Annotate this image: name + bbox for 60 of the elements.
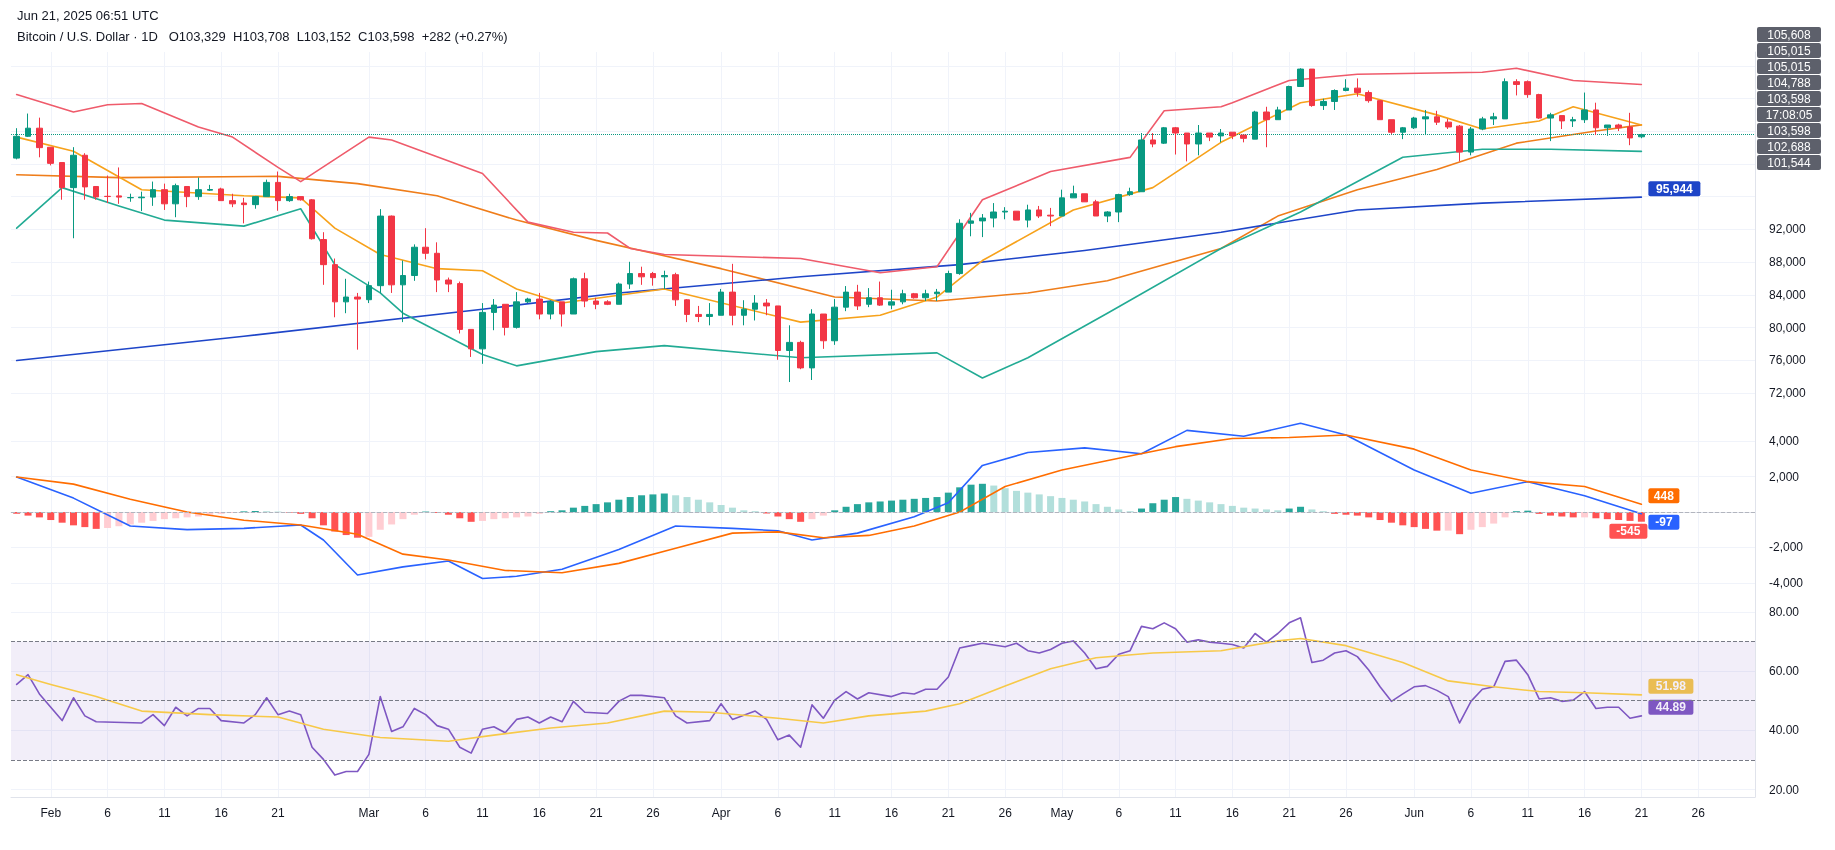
x-tick-label: 6 — [104, 806, 112, 820]
text: 105,608 — [1767, 27, 1812, 42]
x-tick-label: Mar — [358, 806, 380, 820]
y-tick-label: 80.00 — [1769, 604, 1800, 619]
text: 17:08:05 — [1765, 107, 1813, 122]
x-tick-label: 11 — [158, 806, 171, 820]
data-label: -545 — [1616, 524, 1641, 539]
x-tick-label: Feb — [40, 806, 62, 820]
x-tick-label: 11 — [1169, 806, 1183, 820]
y-tick-label: 88,000 — [1769, 255, 1807, 270]
y-tick-label: 92,000 — [1769, 222, 1807, 237]
x-tick-label: 6 — [1467, 806, 1475, 820]
x-tick-label: 11 — [828, 806, 842, 820]
data-label: 448 — [1653, 488, 1675, 503]
x-tick-label: 21 — [271, 806, 285, 820]
y-tick-label: 80,000 — [1769, 320, 1807, 335]
y-tick-label: 84,000 — [1769, 287, 1807, 302]
y-tick-label: 4,000 — [1769, 434, 1800, 449]
x-tick-label: 26 — [1339, 806, 1353, 820]
y-tick-label: 60.00 — [1769, 664, 1800, 679]
x-tick-label: 16 — [1577, 806, 1592, 820]
text: 105,015 — [1767, 43, 1812, 58]
y-tick-label: 76,000 — [1769, 353, 1807, 368]
y-tick-label: 20.00 — [1769, 782, 1800, 797]
x-tick-label: 6 — [422, 806, 430, 820]
text: 103,598 — [1767, 123, 1812, 138]
y-tick-label: 2,000 — [1769, 469, 1800, 484]
x-tick-label: 11 — [1521, 806, 1535, 820]
x-tick-label: 21 — [941, 806, 956, 820]
x-tick-label: May — [1050, 806, 1074, 820]
text: 105,015 — [1767, 59, 1812, 74]
y-tick-label: -4,000 — [1769, 575, 1804, 590]
text: 103,598 — [1767, 91, 1812, 106]
x-tick-label: 26 — [1691, 806, 1706, 820]
x-tick-label: 6 — [774, 806, 782, 820]
text: 104,788 — [1767, 75, 1812, 90]
chart-subtitle: Bitcoin / U.S. Dollar · 1D O103,329 H103,708 L103,152 C103,598 +282 (+0.27%) — [17, 29, 508, 44]
x-tick-label: 16 — [1225, 806, 1240, 820]
x-tick-label: 16 — [532, 806, 547, 820]
x-tick-label: 21 — [1282, 806, 1297, 820]
text: 101,544 — [1767, 155, 1812, 170]
y-tick-label: -2,000 — [1769, 540, 1804, 555]
x-tick-label: Jun — [1404, 806, 1424, 820]
x-tick-label: 21 — [1634, 806, 1649, 820]
x-tick-label: 11 — [476, 806, 490, 820]
data-label: 95,944 — [1656, 181, 1694, 196]
text: 102,688 — [1767, 139, 1812, 154]
x-tick-label: Apr — [711, 806, 731, 820]
y-tick-label: 72,000 — [1769, 385, 1807, 400]
x-tick-label: 21 — [589, 806, 604, 820]
x-tick-label: 16 — [884, 806, 899, 820]
x-tick-label: 26 — [646, 806, 660, 820]
y-tick-label: 40.00 — [1769, 723, 1800, 738]
data-label: 51.98 — [1655, 679, 1687, 694]
x-tick-label: 16 — [214, 806, 229, 820]
chart-title: Jun 21, 2025 06:51 UTC — [17, 8, 159, 23]
data-label: -97 — [1655, 515, 1673, 530]
x-tick-label: 6 — [1115, 806, 1123, 820]
data-label: 44.89 — [1655, 700, 1687, 715]
x-tick-label: 26 — [998, 806, 1013, 820]
